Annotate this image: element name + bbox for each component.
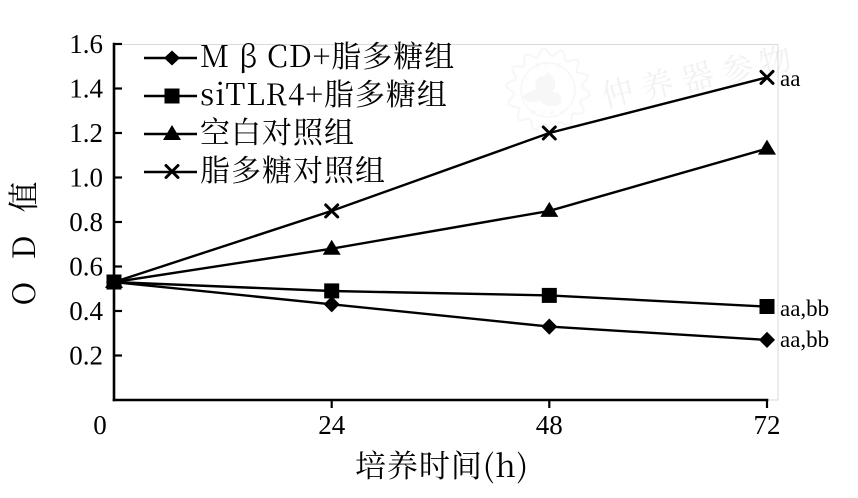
svg-text:72: 72	[754, 410, 781, 440]
svg-text:1.2: 1.2	[69, 118, 103, 148]
svg-text:培养时间(h): 培养时间(h)	[355, 441, 529, 486]
svg-text:心: 心	[523, 73, 530, 82]
svg-text:浙 江 省: 浙 江 省	[533, 61, 563, 71]
svg-text:理 学 研 究: 理 学 研 究	[530, 108, 566, 117]
svg-text:脂多糖对照组: 脂多糖对照组	[200, 146, 386, 190]
svg-text:会: 会	[566, 73, 573, 82]
svg-text:0: 0	[93, 410, 107, 440]
svg-text:1.4: 1.4	[69, 74, 103, 104]
svg-text:aa: aa	[780, 66, 800, 91]
svg-text:48: 48	[536, 410, 563, 440]
svg-text:aa,bb: aa,bb	[780, 327, 829, 352]
svg-text:0.4: 0.4	[69, 296, 103, 326]
svg-text:0.6: 0.6	[69, 252, 103, 282]
svg-text:OD值: OD值	[0, 159, 44, 306]
svg-text:aa,bb: aa,bb	[780, 296, 829, 321]
svg-text:24: 24	[318, 410, 346, 440]
svg-text:0.8: 0.8	[69, 207, 103, 237]
svg-text:1.6: 1.6	[69, 29, 103, 59]
svg-text:0.2: 0.2	[69, 341, 103, 371]
svg-text:1.0: 1.0	[69, 163, 103, 193]
